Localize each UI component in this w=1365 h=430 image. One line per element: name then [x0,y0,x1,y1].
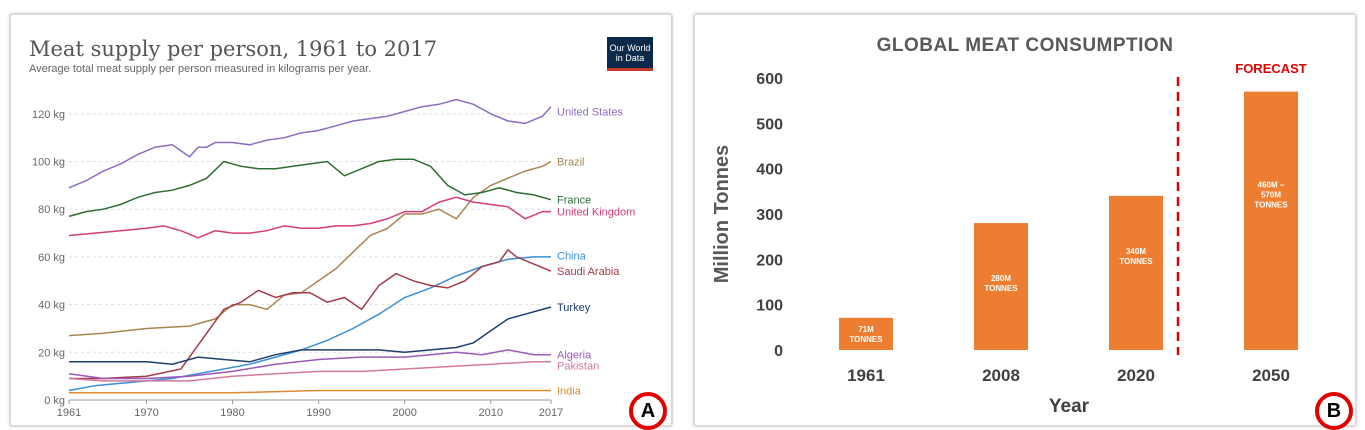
series-line-brazil [68,160,552,337]
y-axis-label: Million Tonnes [711,145,733,284]
panel-a-badge: A [629,392,667,430]
bar-data-label: 570M [1261,191,1281,200]
y-tick-label: 120 kg [32,109,65,121]
series-line-france [68,158,552,218]
bar-data-label: TONNES [1119,257,1153,266]
series-label: India [557,385,582,397]
owid-logo-line2: in Data [615,53,645,63]
bar-2020 [1109,195,1163,350]
x-tick-label: 1961 [847,366,885,385]
y-tick-label: 100 [756,298,783,315]
series-line-saudi-arabia [69,248,552,380]
bar-data-label: TONNES [1254,201,1288,210]
y-tick-label: 80 kg [38,204,65,216]
forecast-annotation: FORECAST [1235,61,1307,76]
y-tick-label: 20 kg [38,347,65,359]
series-line-turkey [69,306,552,365]
y-tick-label: 600 [756,71,783,88]
x-tick-label: 1980 [220,407,244,419]
y-tick-label: 100 kg [32,157,65,169]
series-label: China [557,251,587,263]
chart-a-title: Meat supply per person, 1961 to 2017 [29,37,438,61]
bar-data-label: TONNES [849,335,883,344]
line-chart: 0 kg 20 kg 40 kg 60 kg 80 kg 100 kg 120 kg 1961… [32,98,635,419]
owid-logo-line1: Our World [609,43,651,53]
series-label: Brazil [557,157,585,169]
series-label: France [557,195,591,207]
series-line-china [68,256,551,392]
bar-data-label: TONNES [984,284,1018,293]
owid-logo[interactable]: Our World in Data [607,37,653,71]
x-tick-label: 2008 [982,366,1020,385]
x-tick-label: 2017 [539,407,563,419]
global-meat-consumption-panel: GLOBAL MEAT CONSUMPTION 0 100 200 300 400 500… [694,14,1356,430]
chart-b-title: GLOBAL MEAT CONSUMPTION [876,35,1174,56]
series-label: United States [557,106,624,118]
bar-data-label: 280M [991,274,1011,283]
y-tick-label: 400 [756,162,783,179]
y-tick-label: 300 [756,207,783,224]
bar-data-label: 340M [1126,247,1146,256]
series-line-united-states [68,98,552,189]
bar-1961 [839,317,893,350]
series-label: Algeria [557,350,592,362]
x-axis-label: Year [1049,396,1090,417]
x-tick-label: 2020 [1117,366,1155,385]
series-line-algeria [68,349,551,380]
series-label: Pakistan [557,360,599,372]
bar-data-label: 460M – [1258,181,1285,190]
meat-supply-chart-panel: Meat supply per person, 1961 to 2017 Ave… [10,14,672,430]
x-tick-label: 2000 [392,407,416,419]
series-label: United Kingdom [557,207,635,219]
x-tick-label: 1990 [306,407,330,419]
chart-a-subtitle: Average total meat supply per person mea… [29,63,372,75]
series-label: Saudi Arabia [557,266,620,278]
x-tick-label: 1961 [57,407,81,419]
x-tick-label: 1970 [134,407,158,419]
series-line-pakistan [68,361,551,382]
bar-data-label: 71M [858,325,874,334]
y-tick-label: 40 kg [38,300,65,312]
y-tick-label: 500 [756,116,783,133]
series-label: Turkey [557,302,591,314]
x-tick-label: 2050 [1252,366,1290,385]
y-tick-label: 200 [756,252,783,269]
series-line-india [69,389,551,394]
y-tick-label: 0 [774,343,783,360]
bar-2050 [1244,91,1298,350]
panel-b-badge: B [1315,392,1353,430]
bar-2008 [974,223,1028,350]
y-tick-label: 0 kg [44,395,65,407]
bar-chart: 0 100 200 300 400 500 600 Million Tonnes 1961 71M… [711,61,1307,417]
series-line-united-kingdom [68,196,551,239]
y-tick-label: 60 kg [38,252,65,264]
x-tick-label: 2010 [479,407,503,419]
